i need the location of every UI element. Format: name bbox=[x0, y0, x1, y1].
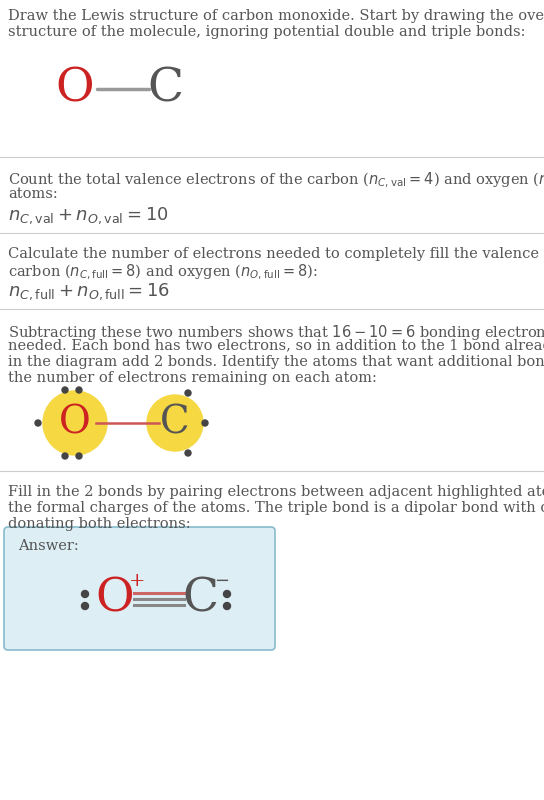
Text: $n_{C,\mathrm{val}} + n_{O,\mathrm{val}} = 10$: $n_{C,\mathrm{val}} + n_{O,\mathrm{val}}… bbox=[8, 205, 169, 226]
FancyBboxPatch shape bbox=[4, 527, 275, 650]
Text: −: − bbox=[214, 572, 230, 590]
Circle shape bbox=[62, 387, 68, 393]
Text: in the diagram add 2 bonds. Identify the atoms that want additional bonds and: in the diagram add 2 bonds. Identify the… bbox=[8, 355, 544, 369]
Circle shape bbox=[185, 450, 191, 456]
Text: atoms:: atoms: bbox=[8, 187, 58, 201]
Text: C: C bbox=[147, 66, 183, 112]
Text: +: + bbox=[129, 572, 145, 590]
Text: Answer:: Answer: bbox=[18, 539, 79, 553]
Circle shape bbox=[147, 395, 203, 451]
Circle shape bbox=[224, 590, 231, 598]
Circle shape bbox=[76, 453, 82, 459]
Circle shape bbox=[82, 590, 89, 598]
Text: donating both electrons:: donating both electrons: bbox=[8, 517, 190, 531]
Text: Draw the Lewis structure of carbon monoxide. Start by drawing the overall: Draw the Lewis structure of carbon monox… bbox=[8, 9, 544, 23]
Text: Subtracting these two numbers shows that $16 - 10 = 6$ bonding electrons are: Subtracting these two numbers shows that… bbox=[8, 323, 544, 342]
Text: Calculate the number of electrons needed to completely fill the valence shells f: Calculate the number of electrons needed… bbox=[8, 247, 544, 261]
Text: structure of the molecule, ignoring potential double and triple bonds:: structure of the molecule, ignoring pote… bbox=[8, 25, 526, 39]
Circle shape bbox=[82, 602, 89, 610]
Circle shape bbox=[224, 602, 231, 610]
Text: the formal charges of the atoms. The triple bond is a dipolar bond with oxygen: the formal charges of the atoms. The tri… bbox=[8, 501, 544, 515]
Text: Fill in the 2 bonds by pairing electrons between adjacent highlighted atoms, not: Fill in the 2 bonds by pairing electrons… bbox=[8, 485, 544, 499]
Text: O: O bbox=[55, 66, 94, 112]
Text: $n_{C,\mathrm{full}} + n_{O,\mathrm{full}} = 16$: $n_{C,\mathrm{full}} + n_{O,\mathrm{full… bbox=[8, 281, 170, 302]
Text: O: O bbox=[96, 576, 134, 622]
Text: O: O bbox=[59, 405, 91, 442]
Circle shape bbox=[43, 391, 107, 455]
Circle shape bbox=[62, 453, 68, 459]
Text: Count the total valence electrons of the carbon ($n_{C,\mathrm{val}} = 4$) and o: Count the total valence electrons of the… bbox=[8, 171, 544, 190]
Text: C: C bbox=[182, 576, 218, 622]
Circle shape bbox=[185, 390, 191, 396]
Text: C: C bbox=[160, 405, 190, 442]
Circle shape bbox=[76, 387, 82, 393]
Circle shape bbox=[202, 420, 208, 426]
Text: carbon ($n_{C,\mathrm{full}} = 8$) and oxygen ($n_{O,\mathrm{full}} = 8$):: carbon ($n_{C,\mathrm{full}} = 8$) and o… bbox=[8, 263, 318, 282]
Text: needed. Each bond has two electrons, so in addition to the 1 bond already presen: needed. Each bond has two electrons, so … bbox=[8, 339, 544, 353]
Circle shape bbox=[35, 420, 41, 426]
Text: the number of electrons remaining on each atom:: the number of electrons remaining on eac… bbox=[8, 371, 377, 385]
